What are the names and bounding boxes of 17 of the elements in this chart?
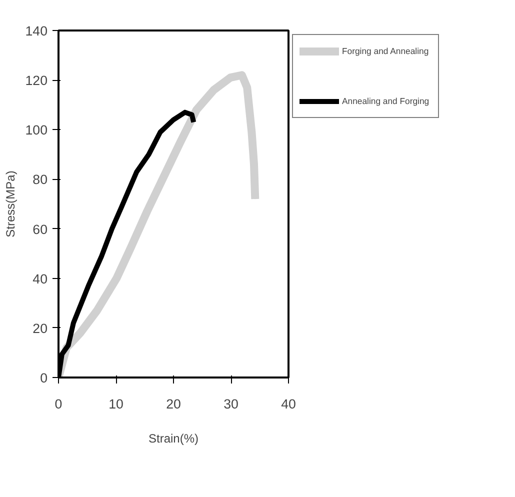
legend-label: Forging and Annealing bbox=[342, 46, 430, 56]
y-tick-label: 80 bbox=[32, 172, 48, 188]
x-axis-title: Strain(%) bbox=[148, 432, 199, 446]
x-tick-label: 0 bbox=[54, 396, 62, 412]
y-tick-label: 40 bbox=[32, 271, 48, 286]
legend-label: Annealing and Forging bbox=[342, 96, 430, 106]
y-axis-title: Stress(MPa) bbox=[3, 170, 18, 238]
x-tick-label: 40 bbox=[281, 396, 296, 412]
y-tick-label: 140 bbox=[25, 24, 48, 38]
y-tick-label: 100 bbox=[25, 122, 48, 138]
y-tick-label: 120 bbox=[25, 73, 48, 88]
x-tick-label: 10 bbox=[108, 396, 124, 412]
y-tick-label: 0 bbox=[40, 370, 48, 386]
x-tick-label: 30 bbox=[224, 396, 238, 412]
x-tick-label: 20 bbox=[166, 396, 181, 412]
y-tick-label: 60 bbox=[32, 222, 48, 237]
y-tick-label: 20 bbox=[32, 320, 48, 336]
